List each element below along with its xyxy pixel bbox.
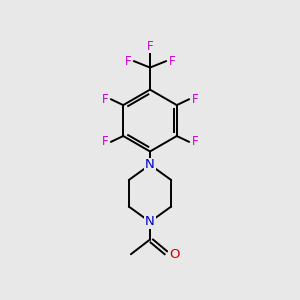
Text: F: F: [192, 93, 198, 106]
Text: F: F: [124, 55, 131, 68]
Text: F: F: [102, 93, 108, 106]
Text: F: F: [147, 40, 153, 52]
Text: N: N: [145, 215, 155, 228]
Text: O: O: [169, 248, 179, 261]
Text: N: N: [145, 158, 155, 171]
Text: F: F: [169, 55, 175, 68]
Text: F: F: [102, 135, 108, 148]
Text: F: F: [192, 135, 198, 148]
